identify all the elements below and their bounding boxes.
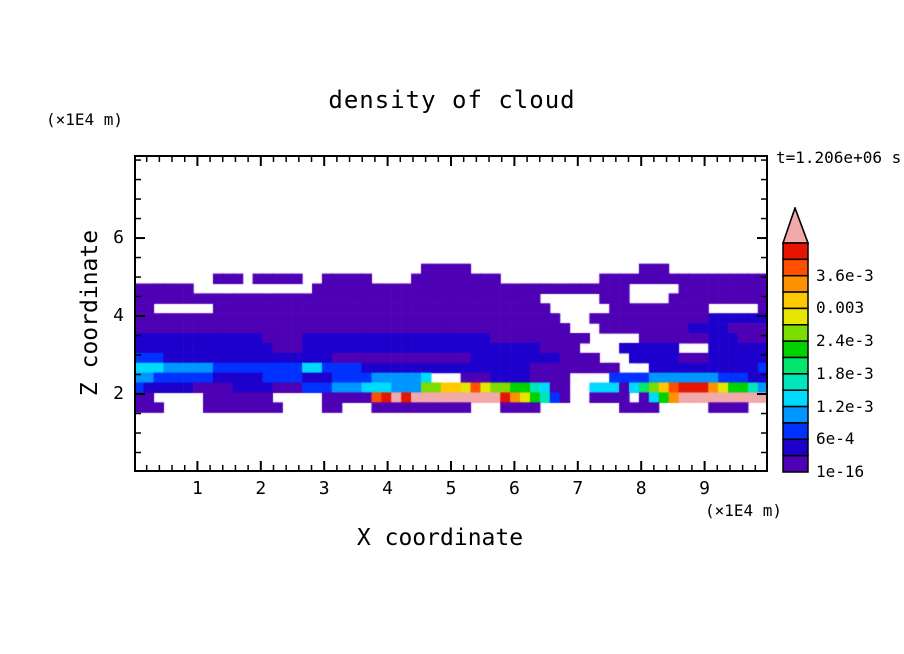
plot-frame-and-ticks [134, 155, 768, 472]
plot-title: density of cloud [328, 86, 576, 114]
colorbar [781, 205, 810, 478]
colorbar-segment [782, 438, 809, 457]
colorbar-segment [782, 422, 809, 441]
colorbar-level-label: 1.2e-3 [816, 396, 874, 416]
z-tick-label: 4 [113, 305, 124, 327]
x-tick-label: 3 [318, 478, 330, 499]
z-axis-unit-label: (×1E4 m) [46, 110, 124, 129]
z-tick-label: 2 [113, 383, 124, 405]
colorbar-segment [782, 389, 809, 408]
colorbar-segment [782, 454, 809, 473]
colorbar-level-label: 1.8e-3 [816, 363, 874, 383]
colorbar-segment [782, 242, 809, 261]
colorbar-segment [782, 307, 809, 326]
colorbar-over-range-arrow [781, 205, 810, 244]
x-tick-label: 5 [445, 478, 457, 499]
x-tick-label: 7 [572, 478, 584, 499]
colorbar-level-label: 6e-4 [816, 429, 855, 449]
colorbar-level-label: 1e-16 [816, 462, 865, 481]
colorbar-level-label: 3.6e-3 [816, 265, 874, 285]
colorbar-segment [782, 373, 809, 391]
x-tick-label: 2 [255, 478, 267, 499]
colorbar-segment [782, 291, 809, 310]
colorbar-level-label: 2.4e-3 [816, 331, 874, 351]
colorbar-segment [782, 324, 809, 342]
colorbar-segment [782, 274, 809, 293]
colorbar-segment [782, 258, 809, 277]
x-tick-label: 8 [635, 478, 647, 499]
x-axis-unit-label: (×1E4 m) [704, 501, 782, 520]
plot-frame [134, 155, 768, 472]
time-annotation: t=1.206e+06 s [776, 148, 902, 167]
contour-field-canvas [134, 155, 768, 472]
x-tick-label: 1 [191, 478, 203, 499]
colorbar-segment [782, 356, 809, 375]
z-tick-label: 6 [113, 227, 124, 249]
x-tick-label: 6 [508, 478, 520, 499]
colorbar-segment [782, 405, 809, 424]
colorbar-segment [782, 340, 809, 359]
colorbar-level-label: 0.003 [816, 298, 865, 318]
x-tick-label: 9 [699, 478, 711, 499]
x-tick-label: 4 [382, 478, 394, 499]
x-axis-label: X coordinate [356, 525, 524, 551]
